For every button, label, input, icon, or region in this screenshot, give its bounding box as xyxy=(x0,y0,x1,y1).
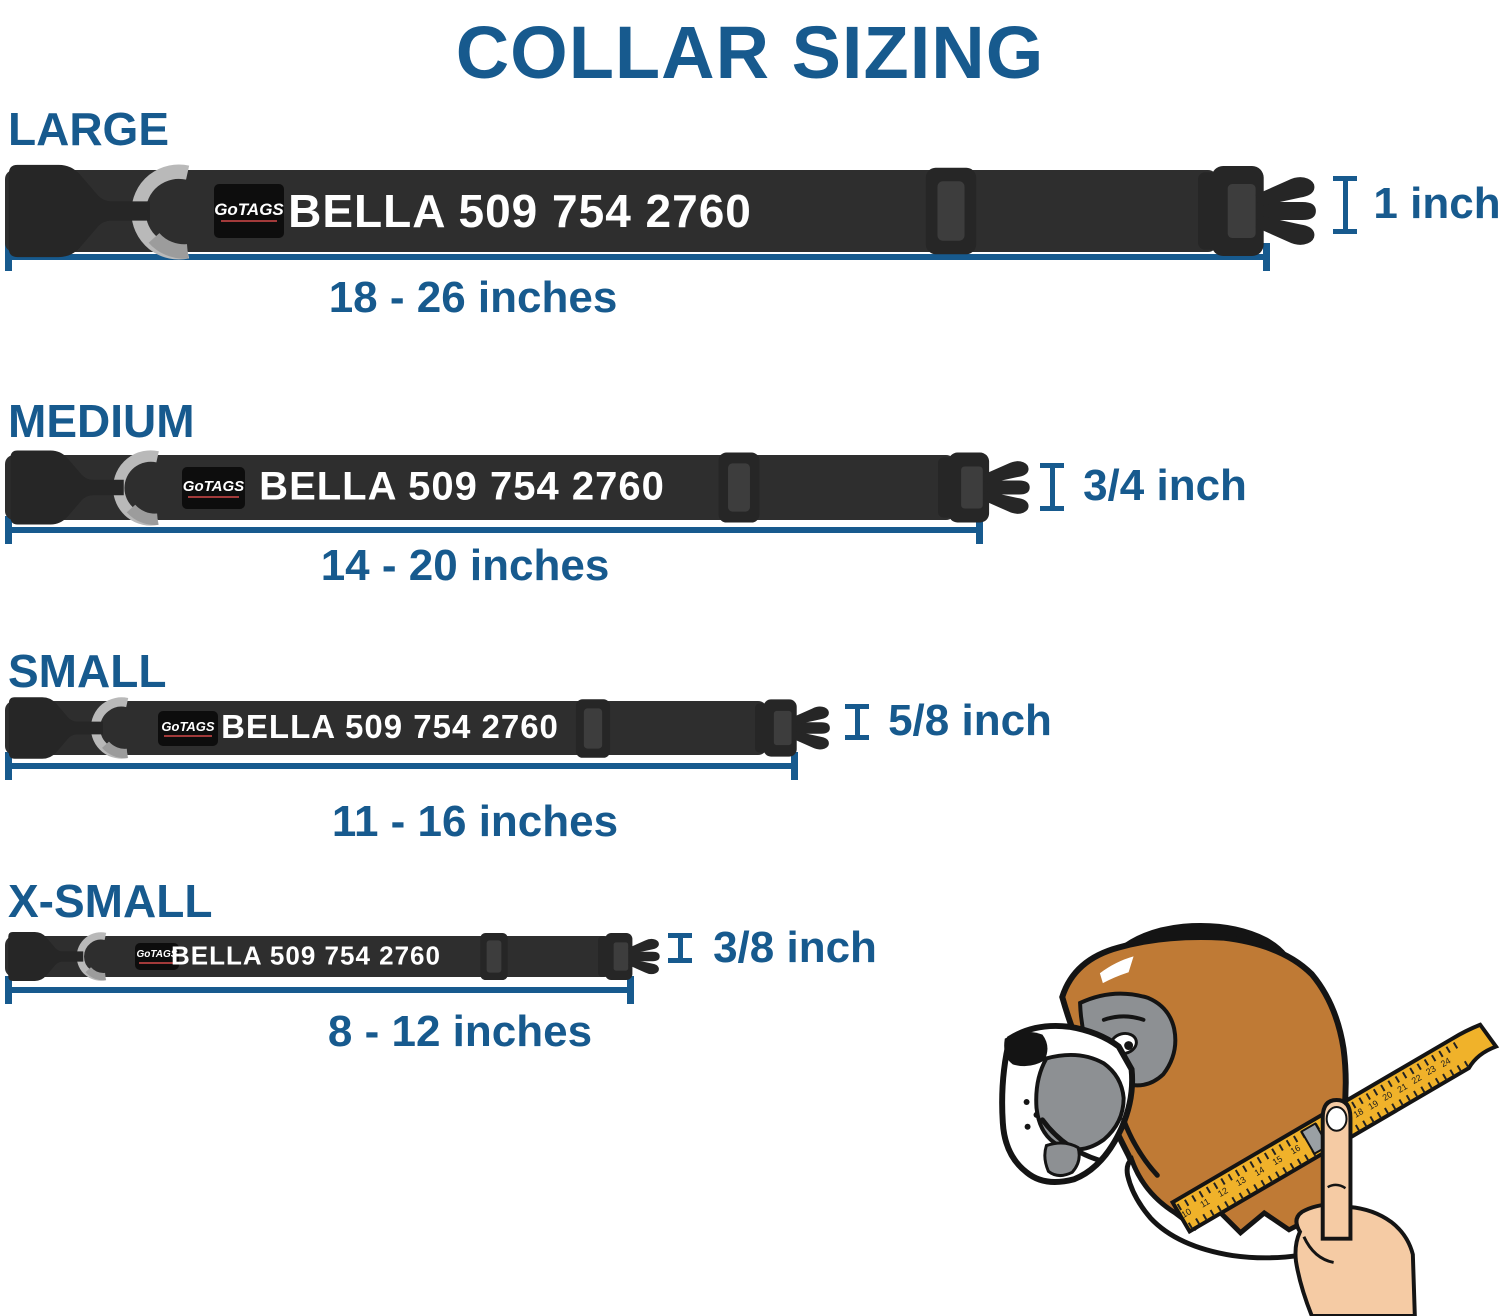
brand-patch-large: GoTAGS xyxy=(214,184,284,238)
brand-patch-label: GoTAGS xyxy=(136,948,178,960)
hand-index-finger xyxy=(1320,1098,1353,1241)
svg-text:15: 15 xyxy=(1271,1154,1285,1168)
dog-whisker-dot xyxy=(1033,1111,1040,1118)
page-title: COLLAR SIZING xyxy=(455,11,1045,94)
width-indicator-xsmall xyxy=(668,933,692,963)
collar-personalization-small: BELLA 509 754 2760 xyxy=(221,708,559,745)
male-buckle-xsmall xyxy=(3,931,87,982)
female-buckle-medium xyxy=(938,452,1036,523)
svg-text:18: 18 xyxy=(1352,1106,1366,1120)
brand-patch-medium: GoTAGS xyxy=(182,467,245,509)
length-measure-line-xsmall xyxy=(5,976,634,1004)
female-buckle-xsmall xyxy=(598,933,664,980)
svg-text:14: 14 xyxy=(1253,1164,1267,1178)
svg-text:12: 12 xyxy=(1216,1185,1230,1199)
svg-text:21: 21 xyxy=(1395,1081,1409,1095)
slider-xsmall xyxy=(476,932,512,981)
size-label-medium: MEDIUM xyxy=(8,395,195,447)
brand-patch-small: GoTAGS xyxy=(158,711,218,746)
svg-text:13: 13 xyxy=(1234,1174,1248,1188)
brand-patch-underline xyxy=(164,735,212,737)
svg-text:16: 16 xyxy=(1289,1143,1303,1157)
svg-text:24: 24 xyxy=(1439,1055,1453,1069)
width-label-small: 5/8 inch xyxy=(888,696,1052,745)
brand-patch-label: GoTAGS xyxy=(182,477,245,495)
collar-personalization-xsmall: BELLA 509 754 2760 xyxy=(171,940,441,971)
svg-text:23: 23 xyxy=(1424,1063,1438,1077)
fingernail xyxy=(1325,1105,1348,1132)
slider-small xyxy=(574,698,612,759)
hand xyxy=(1293,1098,1417,1316)
svg-text:20: 20 xyxy=(1381,1089,1395,1103)
dog-measurement-illustration: 10 11 12 13 14 15 16 18 19 20 21 22 23 2… xyxy=(999,923,1500,1316)
collar-personalization-large: BELLA 509 754 2760 xyxy=(288,185,752,237)
slider-large xyxy=(922,166,980,256)
length-range-small: 11 - 16 inches xyxy=(331,797,619,846)
dog-jowl-gray xyxy=(1034,1052,1126,1152)
length-range-medium: 14 - 20 inches xyxy=(320,541,610,590)
collar-strap-medium xyxy=(5,455,955,520)
length-measure-line-small xyxy=(5,752,798,780)
male-buckle-medium xyxy=(3,449,129,526)
svg-text:11: 11 xyxy=(1198,1196,1211,1209)
width-label-xsmall: 3/8 inch xyxy=(713,923,877,972)
svg-text:10: 10 xyxy=(1179,1206,1193,1220)
width-indicator-large xyxy=(1333,176,1357,234)
collar-strap-xsmall xyxy=(5,936,613,977)
brand-patch-underline xyxy=(221,219,277,222)
female-buckle-large xyxy=(1198,166,1324,256)
size-label-large: LARGE xyxy=(8,103,169,155)
dog-forehead-blaze xyxy=(1099,956,1134,984)
svg-text:22: 22 xyxy=(1410,1072,1424,1086)
female-buckle-small xyxy=(755,699,835,757)
slider-medium xyxy=(716,451,762,524)
length-measure-line-large xyxy=(5,243,1270,271)
brand-patch-xsmall: GoTAGS xyxy=(135,943,179,970)
width-label-large: 1 inch xyxy=(1373,179,1500,228)
male-buckle-large xyxy=(3,163,153,259)
length-range-large: 18 - 26 inches xyxy=(328,273,618,322)
dog-nose xyxy=(1004,1031,1048,1067)
size-label-small: SMALL xyxy=(8,645,167,697)
collar-personalization-medium: BELLA 509 754 2760 xyxy=(259,464,665,509)
dog-pupil xyxy=(1124,1041,1134,1051)
brand-patch-underline xyxy=(188,495,239,498)
collar-strap-large xyxy=(5,170,1217,252)
dog-brow-line xyxy=(1101,1014,1146,1022)
width-indicator-small xyxy=(845,704,869,740)
tape-ticks-top xyxy=(1176,1041,1460,1211)
male-buckle-small xyxy=(3,696,107,760)
hand-palm xyxy=(1293,1202,1417,1316)
length-measure-line-medium xyxy=(5,516,983,544)
thumb-line xyxy=(1302,1236,1334,1264)
dog-whisker-dot xyxy=(1023,1099,1030,1105)
size-label-xsmall: X-SMALL xyxy=(8,875,213,927)
dog-cheek-line xyxy=(1121,1117,1160,1178)
brand-patch-label: GoTAGS xyxy=(214,199,284,219)
svg-text:19: 19 xyxy=(1366,1098,1380,1112)
width-indicator-medium xyxy=(1040,463,1064,511)
dog-chin-gray xyxy=(1043,1141,1081,1178)
dog-whisker-dot xyxy=(1024,1123,1031,1130)
finger-knuckle-line xyxy=(1327,1183,1347,1190)
length-range-xsmall: 8 - 12 inches xyxy=(327,1007,593,1056)
brand-patch-label: GoTAGS xyxy=(161,719,215,734)
collar-strap-small xyxy=(5,701,767,755)
brand-patch-underline xyxy=(139,961,175,964)
width-label-medium: 3/4 inch xyxy=(1083,461,1247,510)
